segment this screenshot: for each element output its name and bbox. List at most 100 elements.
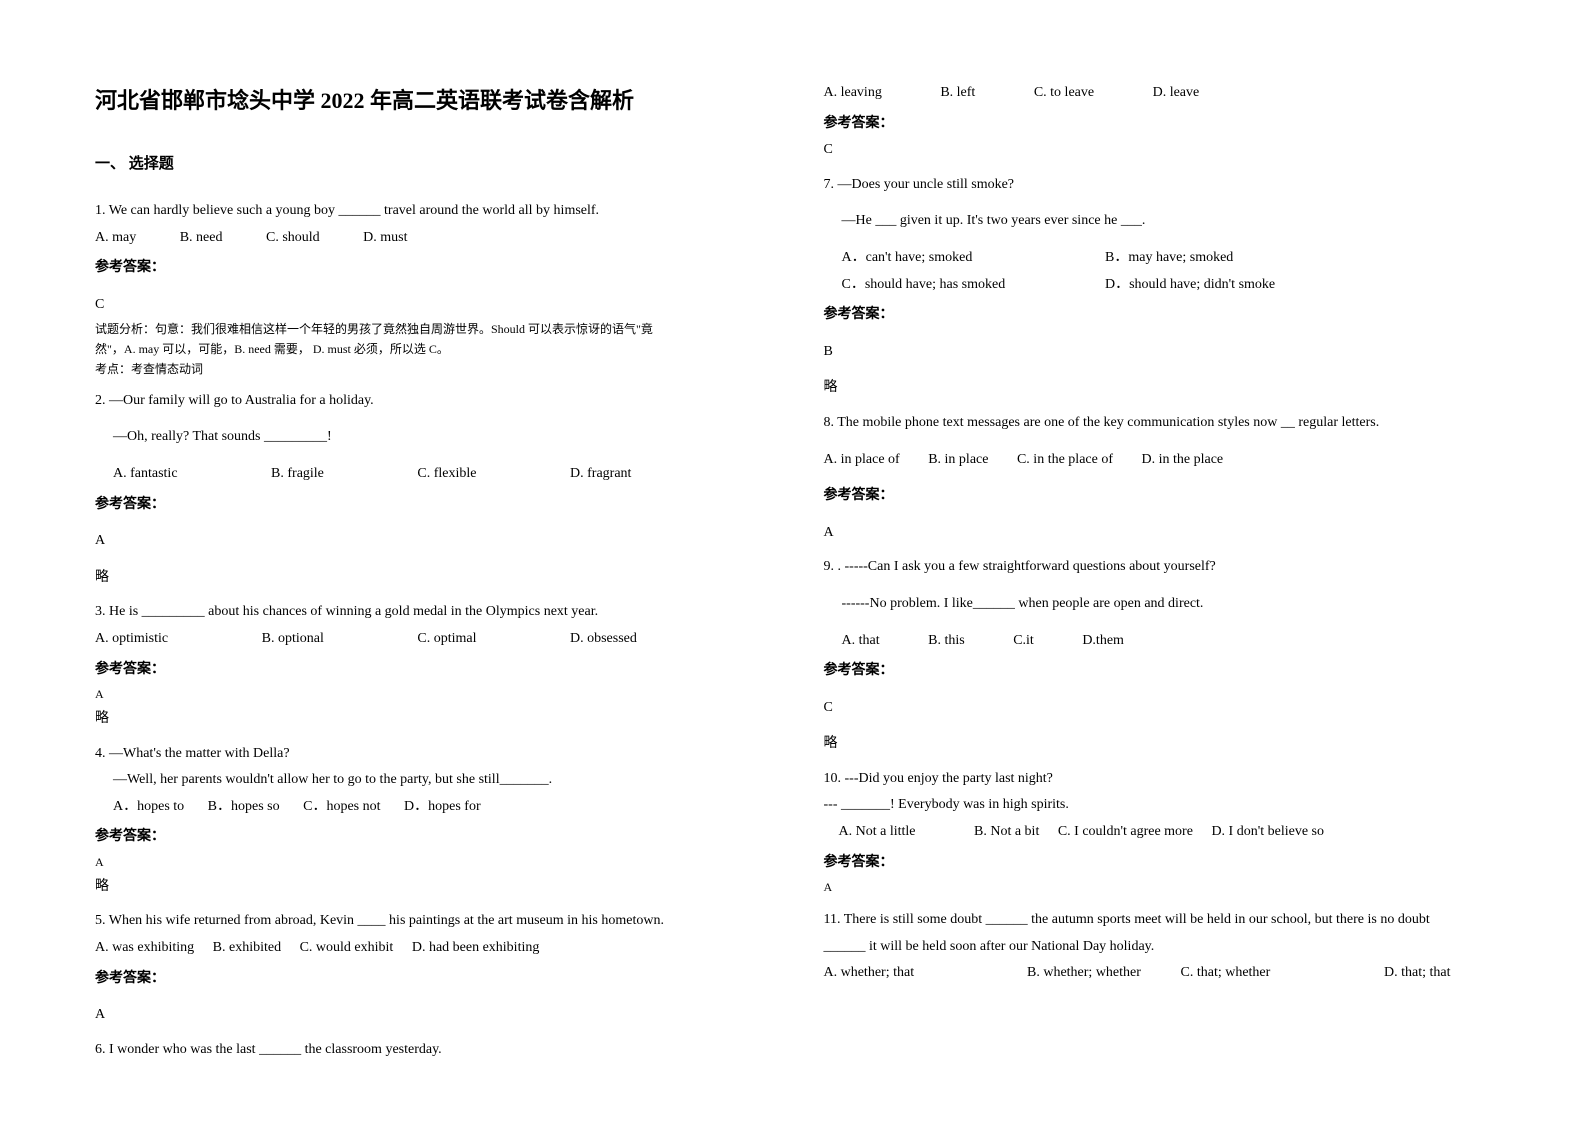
q7-answer-label: 参考答案：: [824, 302, 1493, 329]
left-column: 河北省邯郸市埝头中学 2022 年高二英语联考试卷含解析 一、 选择题 1. W…: [95, 80, 764, 1071]
q7-line2: —He ___ given it up. It's two years ever…: [824, 208, 1493, 235]
q5-options: A. was exhibiting B. exhibited C. would …: [95, 935, 764, 962]
q3-opt-c: C. optimal: [417, 626, 476, 653]
q9-options: A. that B. this C.it D.them: [824, 628, 1493, 655]
q4-lue: 略: [95, 874, 764, 901]
q6-answer-label: 参考答案：: [824, 111, 1493, 138]
q2-line1: 2. —Our family will go to Australia for …: [95, 388, 764, 415]
q4-opt-b: B．hopes so: [208, 794, 280, 821]
q1-opt-a: A. may: [95, 225, 136, 252]
q1-explain-1: 试题分析：句意：我们很难相信这样一个年轻的男孩了竟然独自周游世界。Should …: [95, 319, 764, 339]
q11-opt-d: D. that; that: [1384, 960, 1451, 987]
q1-stem: 1. We can hardly believe such a young bo…: [95, 198, 764, 225]
q5-opt-b: B. exhibited: [213, 935, 281, 962]
q2-opt-c: C. flexible: [417, 461, 476, 488]
q9-opt-d: D.them: [1082, 628, 1124, 655]
q8-opt-c: C. in the place of: [1017, 447, 1113, 474]
question-2: 2. —Our family will go to Australia for …: [95, 388, 764, 592]
question-7: 7. —Does your uncle still smoke? —He ___…: [824, 172, 1493, 402]
q9-answer: C: [824, 695, 1493, 722]
q7-opt-b: B．may have; smoked: [1105, 250, 1233, 265]
q7-answer: B: [824, 339, 1493, 366]
q6-opt-a: A. leaving: [824, 80, 882, 107]
question-8: 8. The mobile phone text messages are on…: [824, 410, 1493, 546]
q7-line1: 7. —Does your uncle still smoke?: [824, 172, 1493, 199]
q1-opt-c: C. should: [266, 225, 320, 252]
q1-answer: C: [95, 292, 764, 319]
q4-opt-a: A．hopes to: [113, 794, 184, 821]
q1-explain-3: 考点：考查情态动词: [95, 359, 764, 379]
q4-answer: A: [95, 851, 764, 874]
q10-opt-a: A. Not a little: [839, 819, 916, 846]
q10-line1: 10. ---Did you enjoy the party last nigh…: [824, 766, 1493, 793]
q1-explain-2: 然"，A. may 可以，可能，B. need 需要， D. must 必须，所…: [95, 339, 764, 359]
q2-options: A. fantastic B. fragile C. flexible D. f…: [95, 461, 764, 488]
q6-options: A. leaving B. left C. to leave D. leave: [824, 80, 1493, 107]
q9-line2: ------No problem. I like______ when peop…: [824, 591, 1493, 618]
q8-answer-label: 参考答案：: [824, 483, 1493, 510]
q4-options: A．hopes to B．hopes so C．hopes not D．hope…: [95, 794, 764, 821]
q6-answer: C: [824, 137, 1493, 164]
q1-opt-b: B. need: [180, 225, 223, 252]
question-3: 3. He is _________ about his chances of …: [95, 599, 764, 732]
q8-answer: A: [824, 520, 1493, 547]
question-6-contd: A. leaving B. left C. to leave D. leave …: [824, 80, 1493, 164]
q10-line2: --- _______! Everybody was in high spiri…: [824, 792, 1493, 819]
question-6-stem: 6. I wonder who was the last ______ the …: [95, 1037, 764, 1064]
q4-line2: —Well, her parents wouldn't allow her to…: [95, 767, 764, 794]
q7-opt-d: D．should have; didn't smoke: [1105, 277, 1275, 292]
q8-stem: 8. The mobile phone text messages are on…: [824, 410, 1493, 437]
q9-line1: 9. . -----Can I ask you a few straightfo…: [824, 554, 1493, 581]
q9-opt-b: B. this: [928, 628, 965, 655]
q3-opt-a: A. optimistic: [95, 626, 168, 653]
q8-opt-d: D. in the place: [1142, 447, 1224, 474]
q1-options: A. may B. need C. should D. must: [95, 225, 764, 252]
q4-line1: 4. —What's the matter with Della?: [95, 741, 764, 768]
q5-opt-a: A. was exhibiting: [95, 935, 194, 962]
q10-opt-d: D. I don't believe so: [1211, 819, 1324, 846]
page-container: 河北省邯郸市埝头中学 2022 年高二英语联考试卷含解析 一、 选择题 1. W…: [95, 80, 1492, 1071]
q10-answer: A: [824, 876, 1493, 899]
q10-opt-c: C. I couldn't agree more: [1058, 819, 1193, 846]
q5-opt-d: D. had been exhibiting: [412, 935, 540, 962]
q7-opt-c: C．should have; has smoked: [842, 272, 1102, 299]
q7-lue: 略: [824, 375, 1493, 402]
q6-opt-b: B. left: [940, 80, 975, 107]
q2-answer-label: 参考答案：: [95, 492, 764, 519]
q6-opt-c: C. to leave: [1034, 80, 1094, 107]
right-column: A. leaving B. left C. to leave D. leave …: [824, 80, 1493, 1071]
q4-opt-d: D．hopes for: [404, 794, 481, 821]
q2-line2: —Oh, really? That sounds _________!: [95, 424, 764, 451]
q11-opt-c: C. that; whether: [1181, 960, 1381, 987]
q1-answer-label: 参考答案：: [95, 255, 764, 282]
q10-options: A. Not a little B. Not a bit C. I couldn…: [824, 819, 1493, 846]
exam-title: 河北省邯郸市埝头中学 2022 年高二英语联考试卷含解析: [95, 80, 764, 122]
q2-opt-d: D. fragrant: [570, 461, 631, 488]
q7-opt-a: A．can't have; smoked: [842, 245, 1102, 272]
q11-opt-b: B. whether; whether: [1027, 960, 1177, 987]
question-4: 4. —What's the matter with Della? —Well,…: [95, 741, 764, 901]
q5-opt-c: C. would exhibit: [300, 935, 394, 962]
section-heading: 一、 选择题: [95, 150, 764, 179]
q7-options-row1: A．can't have; smoked B．may have; smoked: [824, 245, 1493, 272]
q2-opt-a: A. fantastic: [113, 461, 178, 488]
q11-options: A. whether; that B. whether; whether C. …: [824, 960, 1493, 987]
q2-answer: A: [95, 528, 764, 555]
q10-opt-b: B. Not a bit: [974, 819, 1039, 846]
q3-answer: A: [95, 683, 764, 706]
q11-line1: 11. There is still some doubt ______ the…: [824, 907, 1493, 934]
q11-opt-a: A. whether; that: [824, 960, 1024, 987]
q8-options: A. in place of B. in place C. in the pla…: [824, 447, 1493, 474]
q5-stem: 5. When his wife returned from abroad, K…: [95, 908, 764, 935]
question-10: 10. ---Did you enjoy the party last nigh…: [824, 766, 1493, 899]
q6-stem: 6. I wonder who was the last ______ the …: [95, 1037, 764, 1064]
question-5: 5. When his wife returned from abroad, K…: [95, 908, 764, 1028]
question-11: 11. There is still some doubt ______ the…: [824, 907, 1493, 987]
q8-opt-a: A. in place of: [824, 447, 900, 474]
q4-answer-label: 参考答案：: [95, 824, 764, 851]
q3-options: A. optimistic B. optional C. optimal D. …: [95, 626, 764, 653]
q5-answer-label: 参考答案：: [95, 966, 764, 993]
q3-stem: 3. He is _________ about his chances of …: [95, 599, 764, 626]
q2-lue: 略: [95, 565, 764, 592]
q4-opt-c: C．hopes not: [303, 794, 380, 821]
